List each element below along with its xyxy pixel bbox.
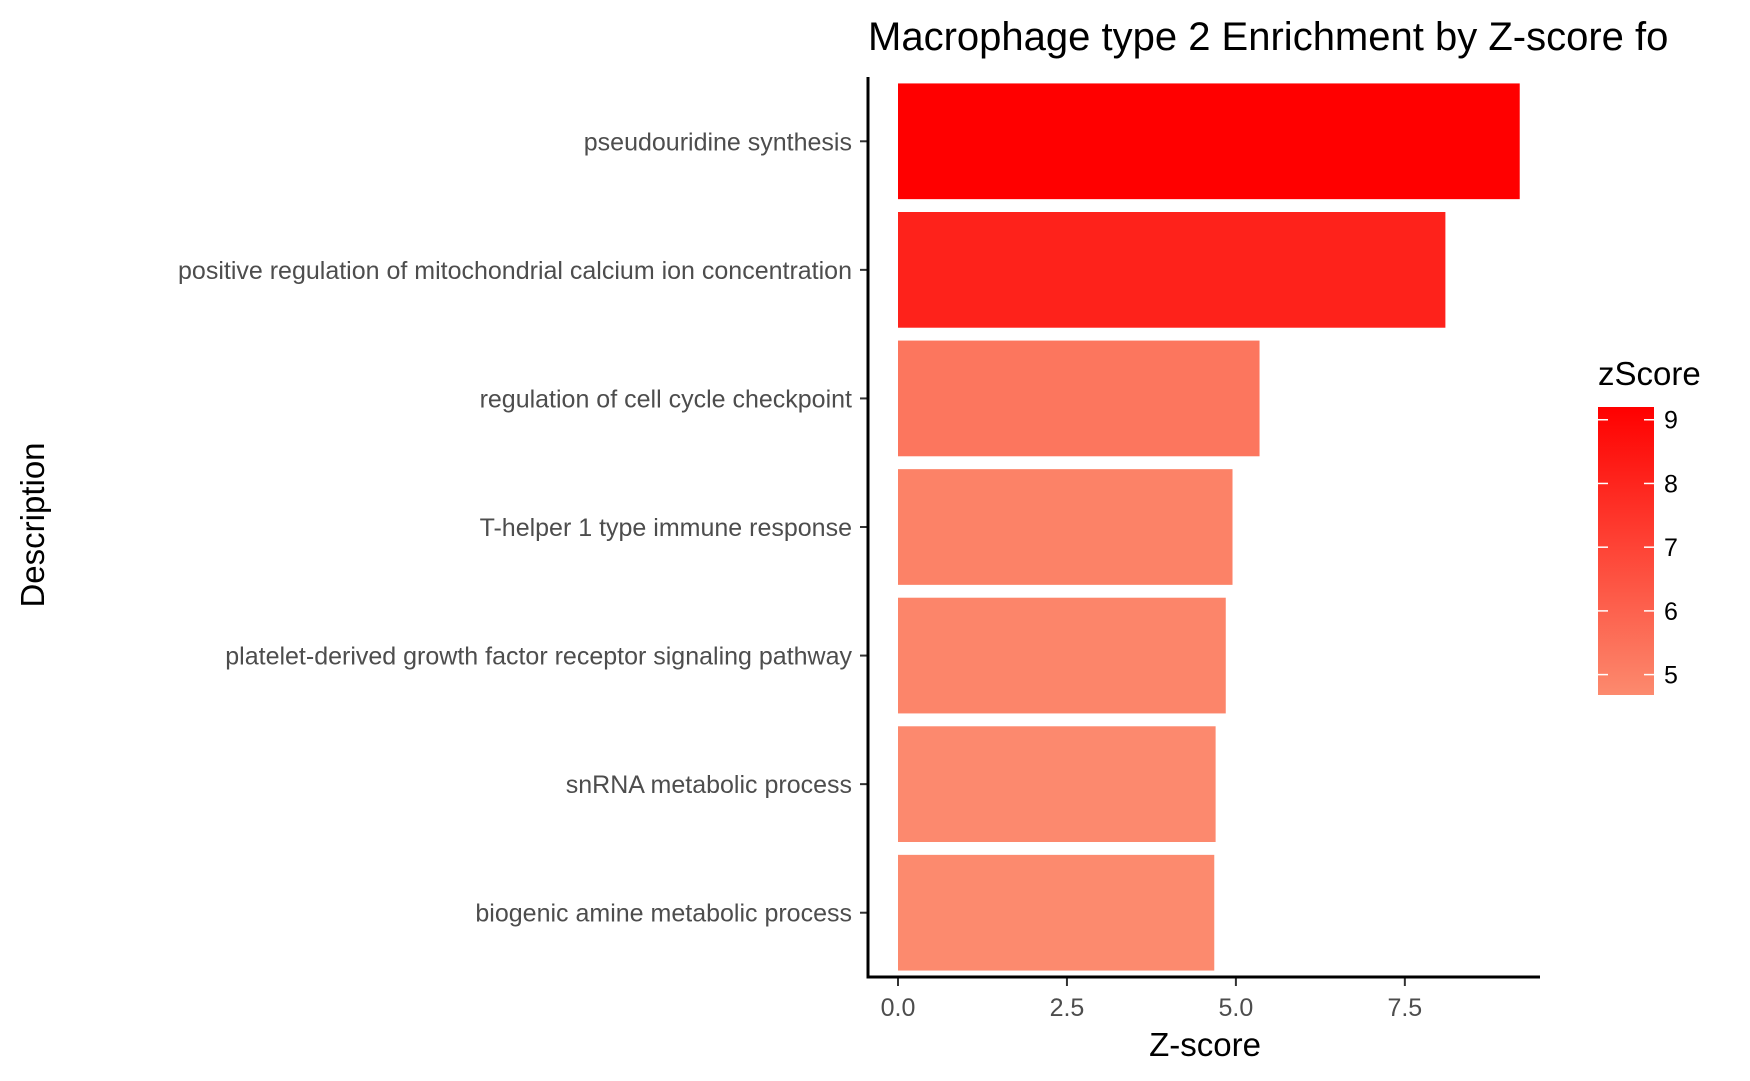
bar-1: [898, 83, 1520, 200]
x-tick-label: 7.5: [1387, 994, 1422, 1022]
y-axis-title: Description: [14, 442, 51, 607]
chart-title: Macrophage type 2 Enrichment by Z-score …: [868, 15, 1668, 59]
category-label: pseudouridine synthesis: [584, 128, 852, 156]
bar-3: [898, 340, 1260, 457]
legend-tick-label: 9: [1664, 407, 1678, 435]
legend-tick-label: 5: [1664, 662, 1678, 690]
bar-6: [898, 726, 1216, 842]
bar-4: [898, 469, 1233, 585]
bar-7: [898, 854, 1215, 971]
category-label: regulation of cell cycle checkpoint: [480, 385, 852, 413]
category-label: T-helper 1 type immune response: [480, 514, 852, 542]
legend-colorbar: [1598, 407, 1654, 695]
legend-ticks-group: 5 6 7 8 9: [1598, 407, 1678, 690]
category-label: snRNA metabolic process: [566, 771, 852, 799]
legend-tick-label: 8: [1664, 470, 1678, 498]
bars-group: [898, 83, 1520, 971]
category-label: positive regulation of mitochondrial cal…: [178, 257, 852, 285]
legend-tick-label: 7: [1664, 534, 1678, 562]
x-axis-title: Z-score: [1149, 1026, 1261, 1063]
color-legend: zScore 5 6 7 8 9: [1598, 355, 1701, 695]
category-label: platelet-derived growth factor receptor …: [225, 643, 852, 671]
x-tick-label: 5.0: [1219, 994, 1254, 1022]
bar-2: [898, 212, 1446, 328]
category-labels-group: pseudouridine synthesis positive regulati…: [178, 128, 868, 928]
bar-5: [898, 597, 1226, 714]
category-label: biogenic amine metabolic process: [475, 900, 852, 928]
legend-title: zScore: [1598, 355, 1701, 392]
legend-tick-label: 6: [1664, 598, 1678, 626]
x-tick-label: 2.5: [1050, 994, 1085, 1022]
x-tick-label: 0.0: [881, 994, 916, 1022]
x-ticks-group: 0.0 2.5 5.0 7.5: [881, 977, 1422, 1022]
